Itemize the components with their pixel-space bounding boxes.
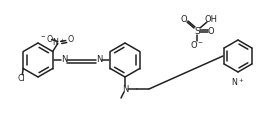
Text: N$^+$: N$^+$ xyxy=(52,37,65,48)
Text: OH: OH xyxy=(204,14,218,24)
Text: S: S xyxy=(194,26,200,36)
Text: Cl: Cl xyxy=(18,74,25,83)
Text: O: O xyxy=(68,35,74,44)
Text: O$^-$: O$^-$ xyxy=(190,39,204,50)
Text: $^-$O: $^-$O xyxy=(39,33,54,44)
Text: N: N xyxy=(61,55,67,65)
Text: N: N xyxy=(96,55,102,65)
Text: O: O xyxy=(181,14,187,24)
Text: O: O xyxy=(208,27,214,37)
Text: N: N xyxy=(122,85,128,93)
Text: N$^+$: N$^+$ xyxy=(232,76,245,88)
